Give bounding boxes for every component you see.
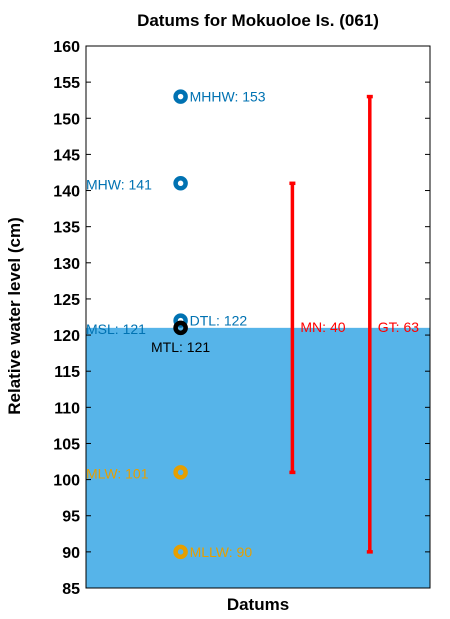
y-tick-label: 155: [53, 75, 80, 92]
datum-label-mtl: MTL: 121: [151, 339, 210, 355]
y-tick-label: 145: [53, 147, 80, 164]
axes-box: [85, 45, 431, 589]
x-axis-label: Datums: [227, 595, 289, 614]
y-tick-label: 135: [53, 220, 80, 237]
datum-point-mllw: [173, 544, 188, 560]
y-tick-label: 95: [62, 509, 80, 526]
y-tick-label: 90: [62, 545, 80, 562]
y-tick-label: 100: [53, 473, 80, 490]
datum-point-mhw: [173, 176, 188, 191]
y-tick-label: 150: [53, 111, 80, 128]
range-label-gt: GT: 63: [378, 319, 419, 335]
y-tick-label: 130: [53, 256, 80, 273]
chart-title: Datums for Mokuoloe Is. (061): [137, 11, 379, 30]
range-label-mn: MN: 40: [300, 319, 345, 335]
datum-label-mllw: MLLW: 90: [190, 544, 253, 560]
plot-area: 85 90 95 100 105 110 115 120 125 130 135 140 145 150 1…: [53, 39, 431, 598]
datum-point-dtl: [173, 313, 188, 328]
y-tick-label: 110: [54, 400, 80, 417]
datum-point-mlw: [173, 465, 188, 480]
y-tick-label: 120: [53, 328, 80, 345]
shaded-area: [86, 327, 430, 588]
y-tick-label: 115: [54, 364, 80, 381]
y-tick-label: 160: [53, 39, 80, 56]
datum-label-mhhw: MHHW: 153: [190, 89, 266, 105]
datum-point-mtl: [173, 320, 188, 336]
datum-label-mlw: MLW: 101: [86, 465, 149, 481]
datum-label-dtl: DTL: 122: [190, 313, 248, 329]
y-axis-label: Relative water level (cm): [5, 217, 24, 414]
y-tick-label: 140: [53, 184, 80, 201]
datum-label-msl: MSL: 121: [86, 321, 146, 337]
datum-point-mhhw: [173, 89, 188, 104]
y-tick-label: 105: [53, 436, 80, 453]
datum-label-mhw: MHW: 141: [86, 176, 152, 192]
y-tick-label: 85: [62, 581, 80, 598]
y-tick-label: 125: [53, 292, 80, 309]
